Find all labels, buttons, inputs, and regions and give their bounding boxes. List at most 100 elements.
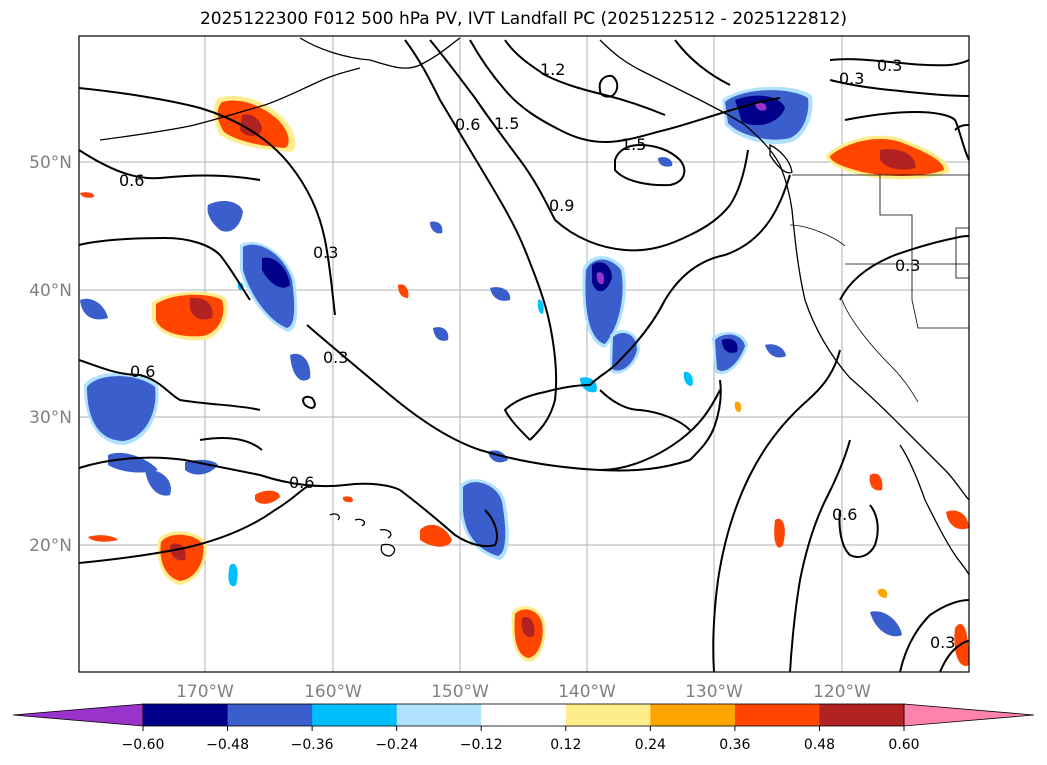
- colorbar-segment: [143, 704, 229, 726]
- contour-line: [469, 39, 561, 131]
- positive-anomaly: [342, 496, 353, 503]
- negative-anomaly: [755, 102, 767, 111]
- negative-anomaly: [87, 376, 156, 441]
- contour-label: 0.3: [877, 56, 902, 75]
- negative-anomaly: [722, 338, 738, 353]
- negative-anomaly: [433, 327, 449, 341]
- hawaii-islands: [329, 513, 396, 557]
- colorbar-tick-label: −0.12: [460, 737, 503, 753]
- colorbar-segment: [565, 704, 651, 726]
- contour-line: [954, 124, 970, 131]
- contour-line: [789, 439, 851, 673]
- contour-label: 0.6: [130, 362, 155, 381]
- contour-line: [598, 74, 619, 98]
- contour-line: [674, 39, 731, 86]
- contour-line: [429, 39, 556, 221]
- state-border: [841, 299, 919, 403]
- contour-label: 0.3: [930, 633, 955, 652]
- lon-label-170w: 170°W: [176, 682, 234, 702]
- positive-anomaly: [240, 114, 262, 136]
- contour-line: [504, 39, 666, 116]
- contour-line: [78, 484, 311, 564]
- contour-line: [689, 149, 749, 236]
- contour-line: [844, 110, 970, 161]
- map-title: 2025122300 F012 500 hPa PV, IVT Landfall…: [199, 9, 847, 29]
- negative-anomaly: [262, 257, 290, 288]
- colorbar-tick-label: −0.48: [206, 737, 249, 753]
- positive-anomaly: [255, 490, 280, 504]
- negative-anomaly: [463, 482, 506, 556]
- contour-line: [78, 149, 261, 181]
- colorbar-tick-label: −0.24: [375, 737, 418, 753]
- longitude-labels: 170°W 160°W 150°W 140°W 130°W 120°W: [176, 682, 871, 702]
- contour-label: 0.3: [323, 348, 348, 367]
- contour-line: [899, 599, 970, 673]
- colorbar-tick-label: 0.24: [635, 737, 666, 753]
- contour-line: [839, 235, 970, 301]
- positive-anomaly: [420, 524, 452, 547]
- contour-line: [599, 389, 691, 431]
- negative-anomaly: [658, 157, 673, 167]
- negative-anomaly: [207, 200, 243, 232]
- latitude-labels: 50°N 40°N 30°N 20°N: [29, 153, 72, 556]
- contour-line: [559, 129, 666, 144]
- contour-line: [589, 254, 726, 386]
- coastlines: [99, 37, 970, 576]
- contour-line: [78, 236, 251, 301]
- negative-anomaly: [80, 298, 108, 320]
- contour-line: [614, 143, 686, 187]
- positive-anomaly: [80, 192, 95, 198]
- positive-anomaly: [156, 294, 224, 337]
- positive-anomaly: [877, 588, 888, 598]
- contour-line: [689, 379, 722, 461]
- contour-line: [306, 324, 691, 472]
- contour-line: [838, 504, 879, 558]
- colorbar-extend-max: [903, 703, 1035, 727]
- positive-anomaly: [869, 473, 883, 491]
- lat-label-40n: 40°N: [29, 281, 72, 301]
- colorbar-tick-label: 0.12: [550, 737, 581, 753]
- positive-anomaly: [880, 149, 916, 170]
- negative-anomaly: [430, 221, 443, 234]
- se-alaska-coast: [599, 39, 746, 126]
- negative-anomaly: [290, 353, 311, 381]
- colorbar-tick-label: −0.36: [291, 737, 334, 753]
- colorbar-tick-label: −0.60: [122, 737, 165, 753]
- lat-label-50n: 50°N: [29, 153, 72, 173]
- negative-anomaly: [683, 371, 693, 386]
- map-background: [79, 36, 969, 672]
- colorbar-segment: [819, 704, 905, 726]
- contour-label: 0.3: [839, 69, 864, 88]
- contour-labels: 1.2 0.3 0.3 1.5 0.6 1.5 0.6 0.9 0.3 0.3 …: [119, 56, 955, 652]
- contour-label: 1.5: [621, 135, 646, 154]
- contour-label: 0.9: [549, 196, 574, 215]
- colorbar-segment: [734, 704, 820, 726]
- lon-label-160w: 160°W: [304, 682, 362, 702]
- positive-anomaly: [88, 535, 118, 542]
- lon-label-120w: 120°W: [813, 682, 871, 702]
- contour-label: 0.3: [313, 243, 338, 262]
- map-frame: [78, 35, 970, 673]
- positive-anomaly: [521, 616, 535, 638]
- colorbar-tick-label: 0.36: [719, 737, 750, 753]
- alaska-coast: [299, 37, 461, 69]
- colorbar-segment: [312, 704, 398, 726]
- lat-label-30n: 30°N: [29, 408, 72, 428]
- positive-anomaly: [774, 518, 785, 548]
- colorbar-segment: [650, 704, 736, 726]
- negative-anomaly: [735, 95, 785, 126]
- colorbar: −0.60 −0.48 −0.36 −0.24 −0.12 0.12 0.24 0.36 0.4…: [12, 703, 1035, 753]
- state-border: [911, 264, 969, 329]
- negative-anomaly: [145, 469, 171, 496]
- contour-label: 0.6: [289, 473, 314, 492]
- colorbar-segment: [396, 704, 482, 726]
- contour-line: [554, 219, 691, 252]
- contour-line: [829, 58, 970, 67]
- lat-label-20n: 20°N: [29, 536, 72, 556]
- colorbar-tick-label: 0.60: [888, 737, 919, 753]
- contour-line: [712, 349, 841, 673]
- contour-line: [939, 640, 970, 673]
- lon-label-150w: 150°W: [431, 682, 489, 702]
- negative-anomaly: [537, 299, 544, 314]
